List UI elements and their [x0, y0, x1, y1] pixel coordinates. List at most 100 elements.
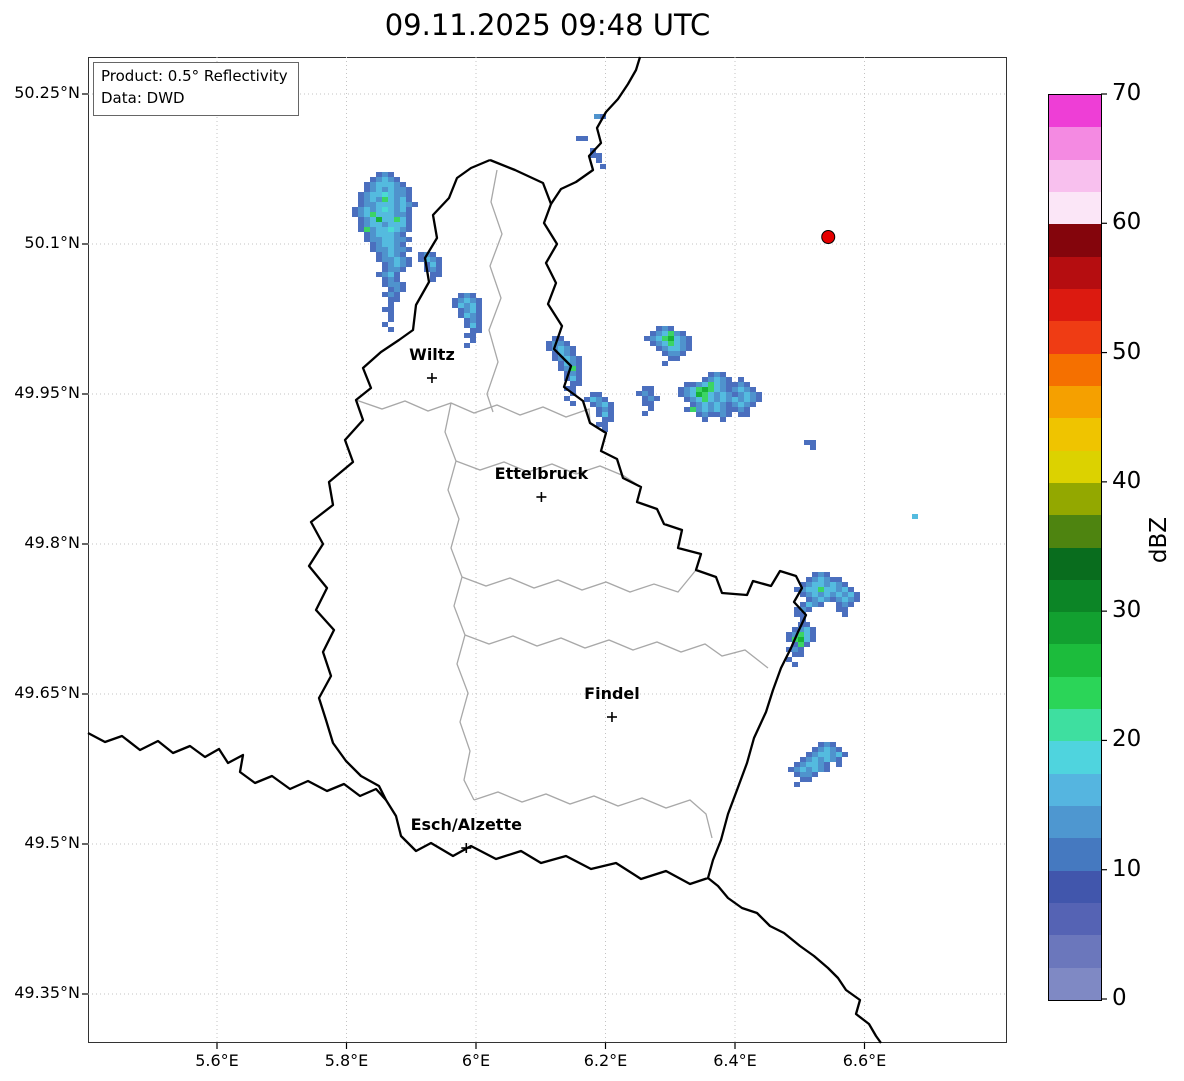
radar-echo-cell — [370, 187, 376, 192]
radar-echo-cell — [388, 192, 394, 197]
radar-echo-cell — [668, 346, 674, 351]
district-borders — [355, 169, 769, 839]
radar-echo-cell — [680, 331, 686, 336]
radar-echo-cell — [394, 262, 400, 267]
radar-echo-cluster — [352, 172, 418, 332]
radar-echo-cell — [370, 227, 376, 232]
radar-echo-cell — [806, 577, 812, 582]
radar-echo-cell — [648, 406, 654, 411]
radar-echo-cell — [738, 402, 744, 407]
y-tick-label: 49.65°N — [14, 683, 80, 702]
radar-echo-cell — [702, 377, 708, 382]
radar-echo-cell — [810, 637, 816, 642]
radar-echo-cell — [376, 222, 382, 227]
radar-echo-cell — [668, 341, 674, 346]
radar-echo-cell — [596, 158, 602, 163]
y-tick-label: 49.35°N — [14, 983, 80, 1002]
radar-echo-cell — [364, 227, 370, 232]
radar-echo-cell — [696, 387, 702, 392]
radar-echo-cell — [702, 412, 708, 417]
radar-echo-cell — [842, 592, 848, 597]
radar-echo-cell — [656, 346, 662, 351]
radar-echo-cell — [824, 752, 830, 757]
radar-echo-cell — [794, 767, 800, 772]
radar-echo-cell — [804, 627, 810, 632]
radar-echo-cell — [558, 351, 564, 356]
radar-echo-cell — [406, 247, 412, 252]
city-label: Findel — [584, 684, 640, 703]
radar-echo-cell — [806, 592, 812, 597]
radar-echo-cell — [406, 257, 412, 262]
radar-echo-cell — [546, 341, 552, 346]
radar-echo-cell — [388, 182, 394, 187]
radar-echo-cell — [564, 356, 570, 361]
y-tick-label: 50.25°N — [14, 83, 80, 102]
radar-echo-cell — [388, 262, 394, 267]
radar-echo-cell — [836, 757, 842, 762]
radar-echo-cell — [662, 326, 668, 331]
radar-echo-cell — [750, 397, 756, 402]
radar-echo-cell — [642, 396, 648, 401]
radar-echo-cell — [436, 262, 442, 267]
radar-echo-cell — [394, 282, 400, 287]
radar-echo-cell — [806, 757, 812, 762]
radar-echo-cell — [382, 202, 388, 207]
radar-echo-cell — [674, 331, 680, 336]
radar-echo-cell — [812, 767, 818, 772]
radar-echo-cell — [714, 407, 720, 412]
radar-echo-cell — [576, 381, 582, 386]
radar-echo-cell — [804, 637, 810, 642]
radar-echo-cell — [750, 402, 756, 407]
radar-echo-cell — [836, 582, 842, 587]
radar-echo-cell — [708, 402, 714, 407]
radar-echo-cell — [358, 222, 364, 227]
colorbar-segment — [1049, 256, 1101, 289]
radar-echo-cell — [794, 612, 800, 617]
radar-echo-cell — [720, 397, 726, 402]
radar-echo-cell — [590, 402, 596, 407]
radar-echo-cell — [708, 397, 714, 402]
radar-echo-cluster — [804, 440, 816, 450]
radar-echo-cell — [608, 407, 614, 412]
radar-echo-cell — [370, 207, 376, 212]
radar-echo-cell — [576, 366, 582, 371]
radar-echo-cell — [708, 382, 714, 387]
radar-echo-cell — [792, 632, 798, 637]
radar-echo-cell — [558, 346, 564, 351]
radar-echo-cell — [452, 303, 458, 308]
radar-echo-cell — [388, 172, 394, 177]
x-tick-label: 5.8°E — [324, 1051, 369, 1070]
radar-echo-cell — [382, 187, 388, 192]
radar-echo-cell — [662, 346, 668, 351]
radar-echo-cell — [570, 401, 576, 406]
radar-echo-cell — [836, 592, 842, 597]
radar-echo-cell — [570, 371, 576, 376]
radar-echo-cell — [458, 313, 464, 318]
radar-echo-cell — [370, 212, 376, 217]
radar-echo-cell — [848, 597, 854, 602]
radar-echo-cell — [810, 445, 816, 450]
radar-echo-cell — [714, 397, 720, 402]
radar-echo-cell — [836, 602, 842, 607]
x-tick-label: 6.2°E — [583, 1051, 628, 1070]
radar-echo-cell — [686, 346, 692, 351]
radar-echo-cell — [812, 772, 818, 777]
radar-echo-cell — [818, 592, 824, 597]
radar-echo-cell — [798, 632, 804, 637]
radar-echo-cell — [352, 207, 358, 212]
radar-echo-cell — [744, 397, 750, 402]
radar-echo-cell — [714, 387, 720, 392]
radar-echo-cell — [854, 592, 860, 597]
radar-echo-cell — [794, 782, 800, 787]
radar-echo-cell — [812, 752, 818, 757]
radar-echo-cell — [690, 407, 696, 412]
radar-echo-cell — [388, 237, 394, 242]
radar-echo-cell — [370, 197, 376, 202]
country-border — [707, 877, 882, 1044]
radar-echo-cell — [800, 767, 806, 772]
colorbar-segment — [1049, 708, 1101, 742]
radar-echo-cell — [842, 597, 848, 602]
radar-echo-cell — [406, 227, 412, 232]
radar-echo-cell — [830, 592, 836, 597]
radar-echo-cell — [702, 382, 708, 387]
